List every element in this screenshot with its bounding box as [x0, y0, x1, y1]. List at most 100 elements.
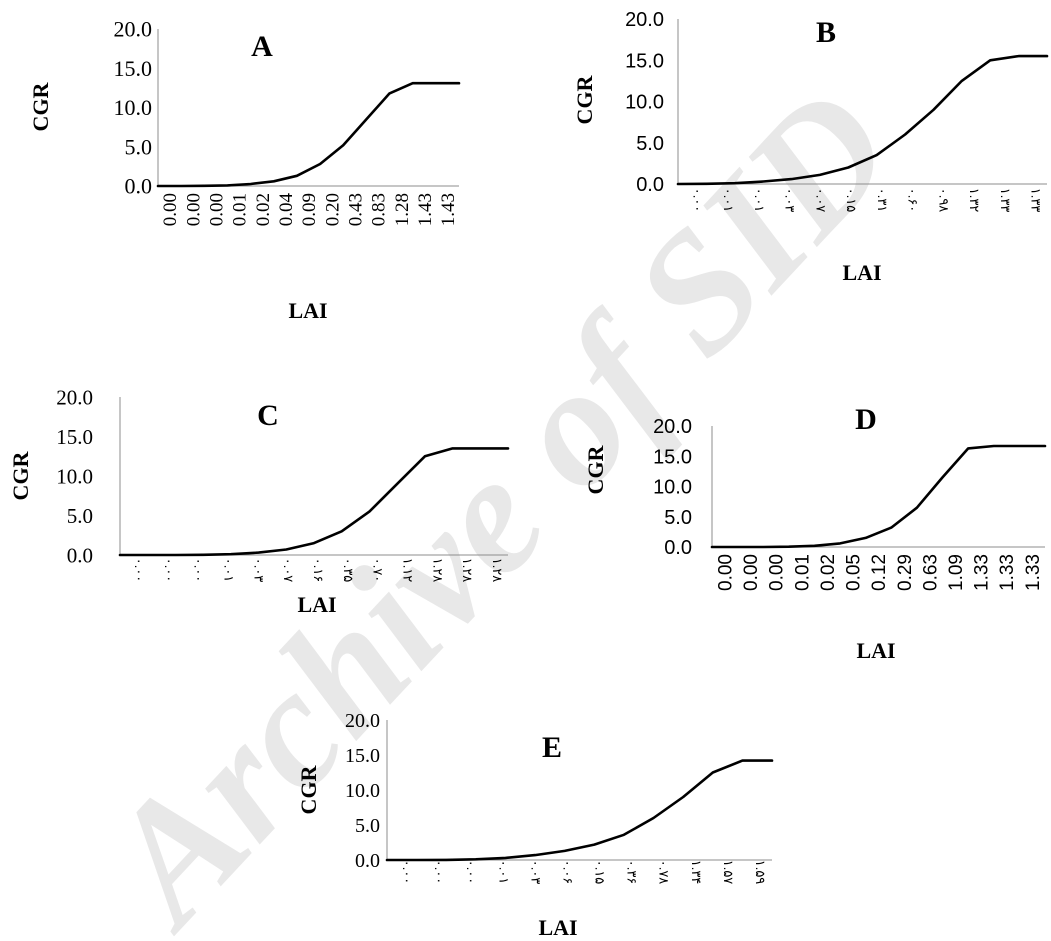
- x-tick-label: 1.09: [946, 554, 967, 591]
- y-tick-label: 10.0: [653, 477, 692, 499]
- x-tick-label: 0.29: [895, 554, 916, 591]
- x-tick-label: 0.09: [299, 193, 320, 226]
- x-tick-label: ۰.۰۱: [721, 188, 736, 213]
- y-tick-label: 0.0: [636, 174, 664, 196]
- y-axis-label: CGR: [28, 81, 53, 131]
- x-tick-label: ۱.۲۸: [460, 558, 475, 583]
- x-tick-label: ۰.۰۰: [464, 860, 479, 885]
- x-tick-label: ۰.۰۳: [528, 860, 543, 885]
- x-tick-label: ۰.۰۳: [251, 558, 266, 583]
- y-tick-label: 15.0: [345, 745, 380, 767]
- chart-panel-b: 0.0 5.0 10.0 15.0 20.0 ۰.۰۰ ۰.۰۱ ۰.۰۱ ۰.۰۳ ۰.۰۷ ۰.…: [572, 9, 1049, 285]
- y-tick-label: 15.0: [653, 446, 692, 468]
- x-tick-label: 0.00: [741, 554, 762, 591]
- x-tick-label: 0.02: [253, 193, 274, 226]
- chart-title: C: [257, 399, 279, 432]
- x-tick-label: ۱.۱۲: [401, 558, 416, 583]
- x-tick-label: ۰.۰۰: [162, 558, 177, 583]
- x-axis-label: LAI: [856, 638, 895, 663]
- cgr-series-line: [710, 444, 1047, 549]
- x-tick-label: ۰.۰۱: [496, 860, 511, 885]
- x-tick-label: ۰.۱۶: [311, 558, 326, 583]
- x-tick-label: ۰.۰۷: [281, 558, 296, 583]
- x-tick-label: 0.83: [369, 193, 390, 226]
- x-tick-label: 1.28: [392, 193, 413, 226]
- cgr-series-line: [676, 54, 1049, 186]
- x-tick-label: 1.43: [415, 193, 436, 226]
- x-tick-label: ۰.۳۶: [625, 860, 640, 885]
- chart-panel-e: 0.0 5.0 10.0 15.0 20.0 ۰.۰۰ ۰.۰۰ ۰.۰۰ ۰.۰۱ ۰.۰۳ ۰.…: [296, 710, 774, 940]
- x-tick-label: 0.04: [276, 193, 297, 227]
- x-tick-label: ۰.۰۱: [221, 558, 236, 583]
- cgr-series-line: [156, 81, 461, 188]
- x-tick-label: ۰.۱۵: [593, 860, 608, 885]
- x-tick-label: ۰.۷۰: [371, 558, 386, 583]
- x-tick-label: ۰.۷۸: [657, 860, 672, 885]
- y-tick-label: 5.0: [125, 134, 153, 159]
- y-tick-label: 5.0: [664, 507, 692, 529]
- x-tick-label: 0.63: [920, 554, 941, 591]
- x-tick-label: 0.00: [767, 554, 788, 591]
- chart-panel-a: 0.05.010.015.020.00.00 0.00 0.00 0.01 0.02 0.…: [28, 17, 461, 323]
- y-tick-label: 10.0: [345, 780, 380, 802]
- x-tick-label: 0.20: [322, 193, 343, 226]
- x-tick-label: ۰.۰۰: [192, 558, 207, 583]
- x-tick-label: 1.33: [997, 554, 1018, 591]
- x-tick-label: ۰.۹۸: [936, 188, 951, 213]
- y-tick-label: 0.0: [125, 174, 153, 199]
- x-tick-label: 0.00: [183, 193, 204, 226]
- y-tick-label: 15.0: [625, 50, 664, 72]
- x-tick-label: ۰.۰۷: [813, 188, 828, 213]
- x-tick-label: ۱.۵۷: [721, 860, 736, 885]
- y-tick-label: 15.0: [56, 425, 93, 449]
- cgr-series-line: [385, 759, 774, 862]
- x-tick-label: ۱.۳۲: [967, 188, 982, 213]
- x-tick-label: ۰.۱۵: [844, 188, 859, 213]
- y-tick-label: 20.0: [653, 416, 692, 438]
- x-tick-label: ۱.۳۳: [998, 188, 1013, 213]
- chart-title: B: [816, 16, 836, 49]
- x-tick-label: ۰.۰۰: [132, 558, 147, 583]
- x-tick-label: 0.01: [230, 193, 251, 226]
- chart-title: A: [251, 30, 273, 63]
- y-tick-label: 15.0: [114, 56, 153, 81]
- x-tick-label: 0.00: [715, 554, 736, 591]
- y-tick-label: 10.0: [114, 95, 153, 120]
- y-tick-label: 10.0: [625, 92, 664, 114]
- x-tick-label: ۰.۰۶: [560, 860, 575, 885]
- charts-container: 0.05.010.015.020.00.00 0.00 0.00 0.01 0.02 0.…: [8, 9, 1049, 940]
- x-tick-label: 1.33: [1023, 554, 1044, 591]
- x-tick-label: ۱.۵۹: [753, 860, 768, 885]
- y-tick-label: 5.0: [67, 504, 93, 528]
- chart-panel-c: 0.0 5.0 10.0 15.0 20.0 ۰.۰۰ ۰.۰۰ ۰.۰۰ ۰.۰۱ ۰.۰۳ ۰.…: [8, 385, 510, 617]
- x-tick-label: 0.05: [844, 554, 865, 591]
- x-tick-label: ۰.۰۰: [400, 860, 415, 885]
- x-tick-label: ۰.۳۵: [341, 558, 356, 583]
- x-tick-label: ۱.۳۴: [689, 860, 704, 885]
- y-tick-label: 5.0: [355, 815, 380, 837]
- x-tick-label: ۰.۰۳: [783, 188, 798, 213]
- y-tick-label: 20.0: [114, 17, 153, 42]
- x-tick-label: 0.12: [869, 554, 890, 591]
- cgr-series-line: [118, 447, 510, 557]
- x-tick-label: ۱.۲۸: [490, 558, 505, 583]
- x-tick-label: 0.00: [207, 193, 228, 226]
- x-tick-label: 0.02: [818, 554, 839, 591]
- x-tick-label: 0.01: [792, 554, 813, 591]
- x-tick-label: ۰.۳۱: [875, 188, 890, 213]
- x-tick-label: ۰.۰۰: [432, 860, 447, 885]
- y-tick-label: 0.0: [355, 850, 380, 872]
- x-tick-label: 1.33: [972, 554, 993, 591]
- x-axis-label: LAI: [288, 298, 327, 323]
- y-tick-label: 10.0: [56, 464, 93, 488]
- x-tick-label: 0.43: [345, 193, 366, 226]
- chart-title: D: [855, 403, 877, 436]
- x-tick-label: ۰.۰۱: [752, 188, 767, 213]
- x-axis-label: LAI: [297, 592, 336, 617]
- x-tick-label: ۰.۰۰: [690, 188, 705, 213]
- x-tick-label: ۰.۶۰: [906, 188, 921, 213]
- y-axis-label: CGR: [8, 450, 33, 500]
- x-tick-label: ۱.۳۳: [1029, 188, 1044, 213]
- y-tick-label: 0.0: [664, 537, 692, 559]
